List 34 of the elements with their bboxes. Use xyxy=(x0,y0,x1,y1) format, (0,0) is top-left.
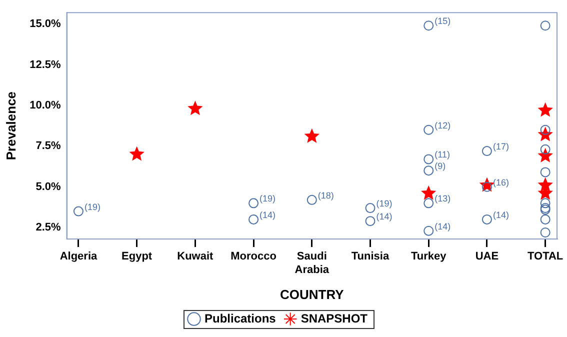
y-tick-label: 5.0% xyxy=(36,180,62,193)
y-axis-title: Prevalence xyxy=(3,91,18,160)
legend-label: Publications xyxy=(204,311,276,326)
annotation: (18) xyxy=(318,190,334,200)
annotation: (19) xyxy=(84,202,100,212)
annotation: (9) xyxy=(434,161,446,172)
x-axis-title: COUNTRY xyxy=(280,286,344,302)
x-tick-label: TOTAL xyxy=(528,250,564,263)
x-tick-label: Turkey xyxy=(410,250,448,263)
x-tick-label: Algeria xyxy=(60,250,98,263)
x-tick-label: Tunisia xyxy=(351,250,390,263)
annotation: (14) xyxy=(260,210,276,220)
annotation: (14) xyxy=(376,212,392,222)
annotation: (16) xyxy=(492,177,509,188)
x-tick-label: Kuwait xyxy=(177,250,214,263)
annotation: (19) xyxy=(376,198,392,209)
annotation: (17) xyxy=(492,142,509,152)
y-tick-label: 7.5% xyxy=(36,140,62,152)
annotation: (13) xyxy=(434,194,451,204)
annotation: (19) xyxy=(260,194,276,204)
x-tick-label: Egypt xyxy=(122,250,152,263)
y-tick-label: 12.5% xyxy=(30,58,61,71)
annotation: (14) xyxy=(434,221,451,232)
annotation: (15) xyxy=(434,16,451,26)
x-tick-label: UAE xyxy=(475,250,499,263)
x-tick-label: Morocco xyxy=(230,250,277,263)
y-tick-label: 2.5% xyxy=(36,222,62,234)
annotation: (11) xyxy=(434,150,450,160)
legend-label: SNAPSHOT xyxy=(300,311,368,326)
y-tick-label: 15.0% xyxy=(30,18,61,30)
y-tick-label: 10.0% xyxy=(30,99,61,112)
annotation: (12) xyxy=(434,120,451,130)
annotation: (14) xyxy=(492,210,509,220)
x-tick-label: Saudi Arabia xyxy=(294,250,330,276)
